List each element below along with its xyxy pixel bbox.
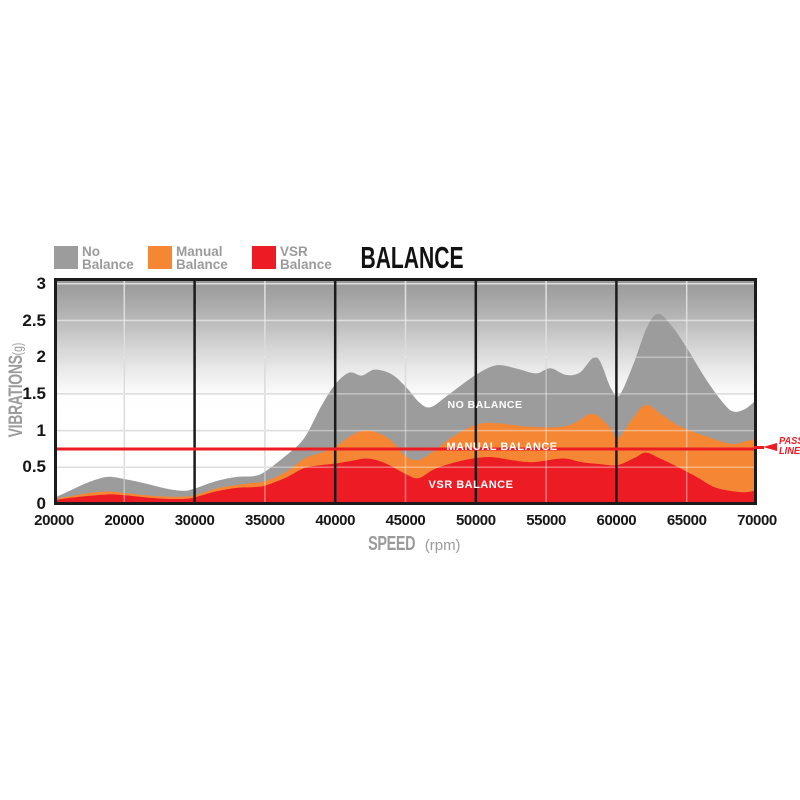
pass-line-stub [754, 446, 764, 449]
x-tick-7-55000: 55000 [526, 512, 566, 529]
x-tick-9-65000: 65000 [666, 512, 707, 529]
no-balance-area-label: NO BALANCE [447, 399, 523, 411]
y-tick-0: 0 [36, 494, 46, 513]
legend-manual-line1: Manual [176, 244, 223, 259]
y-tick-2: 2 [36, 347, 46, 367]
x-axis-title: SPEED (rpm) [310, 533, 510, 556]
y-tick-2.5: 2.5 [22, 310, 46, 330]
balance-chart-svg [54, 278, 757, 505]
vsr-balance-area-label: VSR BALANCE [428, 479, 514, 491]
legend-item-manual-balance: Manual Balance [148, 244, 228, 272]
manual-balance-swatch-icon [148, 246, 172, 269]
legend-label-no-balance: No Balance [82, 244, 134, 272]
legend-label-manual-balance: Manual Balance [176, 244, 228, 272]
legend-item-no-balance: No Balance [54, 244, 134, 272]
x-tick-0-20000: 20000 [34, 512, 74, 529]
x-tick-4-40000: 40000 [315, 512, 356, 529]
x-tick-1-20000: 20000 [104, 512, 145, 529]
pass-line-label-line2: LINE [779, 444, 800, 457]
legend-vsr-line1: VSR [280, 244, 308, 259]
manual-balance-area-label: MANUAL BALANCE [446, 441, 558, 453]
x-tick-2-30000: 30000 [174, 512, 215, 529]
y-tick-1.5: 1.5 [22, 383, 46, 403]
vsr-balance-swatch-icon [252, 246, 276, 269]
x-axis-unit-text: (rpm) [424, 537, 461, 554]
x-axis-title-text: SPEED [368, 533, 416, 555]
legend-item-vsr-balance: VSR Balance [252, 244, 332, 272]
no-balance-swatch-icon [54, 246, 78, 269]
pass-line-arrow-icon [763, 443, 777, 451]
plot-border [54, 278, 757, 505]
pass-line-label: PASS LINE [779, 435, 800, 457]
y-tick-1: 1 [36, 420, 46, 440]
legend-label-vsr-balance: VSR Balance [280, 244, 332, 272]
x-tick-10-70000: 70000 [737, 512, 777, 529]
legend-no-line1: No [82, 244, 100, 259]
x-tick-6-50000: 50000 [455, 512, 496, 529]
legend-no-line2: Balance [82, 256, 134, 272]
area-vsr-balance [54, 452, 757, 504]
y-tick-3: 3 [36, 273, 46, 293]
legend-vsr-line2: Balance [280, 256, 332, 272]
chart-title: BALANCE [360, 240, 464, 275]
legend-manual-line2: Balance [176, 256, 228, 272]
x-tick-8-60000: 60000 [596, 512, 637, 529]
x-tick-5-45000: 45000 [385, 512, 426, 529]
y-tick-0.5: 0.5 [22, 457, 46, 477]
pass-line-label-line1: PASS [779, 435, 800, 447]
x-tick-3-35000: 35000 [245, 512, 285, 529]
